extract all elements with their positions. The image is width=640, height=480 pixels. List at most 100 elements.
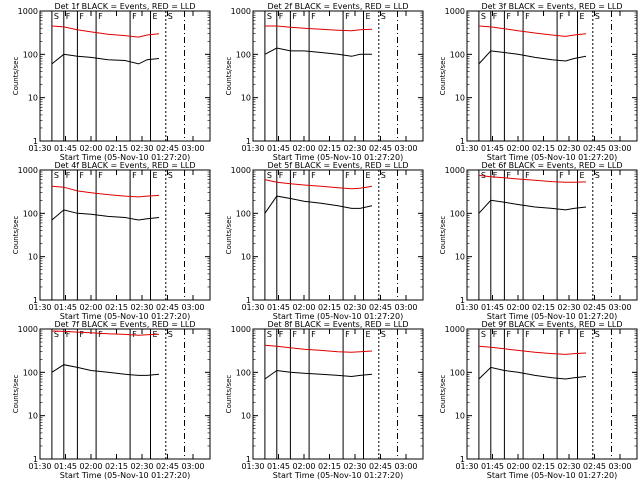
y-tick-label: 1000 (445, 166, 465, 175)
events-series-line (478, 50, 587, 65)
x-tick-label: 02:00 (506, 462, 529, 471)
x-axis-label: Start Time (05-Nov-10 01:27:20) (273, 312, 403, 321)
y-tick-label: 1 (33, 296, 38, 305)
segment-marker-label: F (79, 12, 84, 21)
x-tick-label: 03:00 (394, 303, 417, 312)
x-tick-label: 01:30 (455, 144, 478, 153)
chart-title: Det 3f BLACK = Events, RED = LLD (481, 2, 622, 11)
y-tick-label: 100 (23, 50, 38, 59)
x-tick-label: 01:30 (241, 303, 264, 312)
y-tick-label: 10 (28, 253, 38, 262)
x-tick-label: 01:45 (481, 144, 504, 153)
y-axis-label: Counts/sec (439, 216, 447, 255)
segment-marker-label: F (98, 171, 103, 180)
chart-panel-8: Det 8f BLACK = Events, RED = LLD 1 10 100 10… (225, 320, 424, 480)
x-tick-label: 03:00 (181, 462, 204, 471)
x-tick-label: 01:45 (481, 303, 504, 312)
chart-panel-4: Det 4f BLACK = Events, RED = LLD 1 10 100 10… (12, 161, 211, 321)
segment-marker-label: F (559, 171, 564, 180)
segment-marker-label: S (481, 330, 486, 339)
x-tick-label: 03:00 (608, 144, 631, 153)
x-tick-label: 02:15 (105, 462, 128, 471)
x-axis-label: Start Time (05-Nov-10 01:27:20) (60, 153, 190, 162)
plot-frame (39, 169, 211, 301)
segment-marker-label: F (292, 330, 297, 339)
events-series-line (478, 366, 587, 380)
y-tick-label: 100 (450, 50, 465, 59)
segment-marker-label: F (311, 330, 316, 339)
lld-series-line (478, 25, 587, 37)
chart-title: Det 7f BLACK = Events, RED = LLD (54, 320, 195, 329)
segment-marker-label: S (481, 12, 486, 21)
chart-panel-2: Det 2f BLACK = Events, RED = LLD 1 10 100 10… (225, 2, 424, 162)
segment-marker-label: S (595, 12, 600, 21)
x-tick-label: 02:15 (105, 144, 128, 153)
segment-marker-label: E (153, 12, 158, 21)
segment-marker-label: F (279, 330, 284, 339)
chart-panel-1: Det 1f BLACK = Events, RED = LLD 1 10 100 10… (12, 2, 211, 162)
lld-series-line (51, 25, 160, 38)
x-tick-label: 02:00 (79, 144, 102, 153)
chart-title: Det 8f BLACK = Events, RED = LLD (267, 320, 408, 329)
x-tick-label: 02:00 (292, 144, 315, 153)
x-tick-label: 01:30 (28, 303, 51, 312)
segment-marker-label: F (506, 330, 511, 339)
segment-marker-label: F (345, 330, 350, 339)
segment-marker-label: S (267, 171, 272, 180)
y-tick-label: 1 (246, 296, 251, 305)
lld-series-line (478, 174, 587, 183)
segment-marker-label: F (279, 171, 284, 180)
x-tick-label: 02:30 (557, 144, 580, 153)
chart-title: Det 4f BLACK = Events, RED = LLD (54, 161, 195, 170)
y-tick-label: 1 (33, 137, 38, 146)
plot-frame (466, 328, 638, 460)
plot-frame (252, 169, 424, 301)
y-tick-label: 1000 (231, 7, 251, 16)
x-tick-label: 02:00 (292, 462, 315, 471)
x-tick-label: 02:45 (583, 144, 606, 153)
x-axis-label: Start Time (05-Nov-10 01:27:20) (487, 312, 617, 321)
segment-marker-label: E (580, 171, 585, 180)
segment-marker-label: F (98, 330, 103, 339)
x-axis-label: Start Time (05-Nov-10 01:27:20) (273, 153, 403, 162)
segment-marker-label: F (525, 171, 530, 180)
plot-frame (39, 10, 211, 142)
x-tick-label: 02:30 (130, 144, 153, 153)
segment-marker-label: F (66, 12, 71, 21)
segment-marker-label: E (153, 171, 158, 180)
segment-marker-label: F (292, 12, 297, 21)
x-tick-label: 03:00 (181, 144, 204, 153)
plot-frame (252, 10, 424, 142)
lld-series-line (51, 185, 160, 198)
segment-marker-label: F (311, 12, 316, 21)
x-tick-label: 01:45 (267, 303, 290, 312)
y-tick-label: 1 (460, 296, 465, 305)
segment-marker-label: F (506, 171, 511, 180)
y-axis-label: Counts/sec (12, 375, 20, 414)
y-tick-label: 1 (33, 455, 38, 464)
chart-title: Det 2f BLACK = Events, RED = LLD (267, 2, 408, 11)
y-tick-label: 1000 (18, 166, 38, 175)
events-series-line (264, 195, 373, 214)
chart-panel-3: Det 3f BLACK = Events, RED = LLD 1 10 100 10… (439, 2, 638, 162)
y-tick-label: 1000 (445, 325, 465, 334)
segment-marker-label: S (168, 12, 173, 21)
segment-marker-label: S (595, 171, 600, 180)
x-tick-label: 02:15 (532, 144, 555, 153)
x-tick-label: 02:15 (318, 303, 341, 312)
segment-marker-label: S (168, 171, 173, 180)
plot-frame (252, 328, 424, 460)
chart-panel-7: Det 7f BLACK = Events, RED = LLD 1 10 100 10… (12, 320, 211, 480)
x-tick-label: 03:00 (608, 303, 631, 312)
segment-marker-label: F (493, 12, 498, 21)
x-tick-label: 01:30 (28, 462, 51, 471)
chart-title: Det 9f BLACK = Events, RED = LLD (481, 320, 622, 329)
y-tick-label: 1 (246, 137, 251, 146)
segment-marker-label: S (54, 330, 59, 339)
y-tick-label: 100 (450, 368, 465, 377)
segment-marker-label: F (79, 330, 84, 339)
y-tick-label: 10 (455, 253, 465, 262)
segment-marker-label: F (345, 171, 350, 180)
events-series-line (51, 364, 160, 376)
